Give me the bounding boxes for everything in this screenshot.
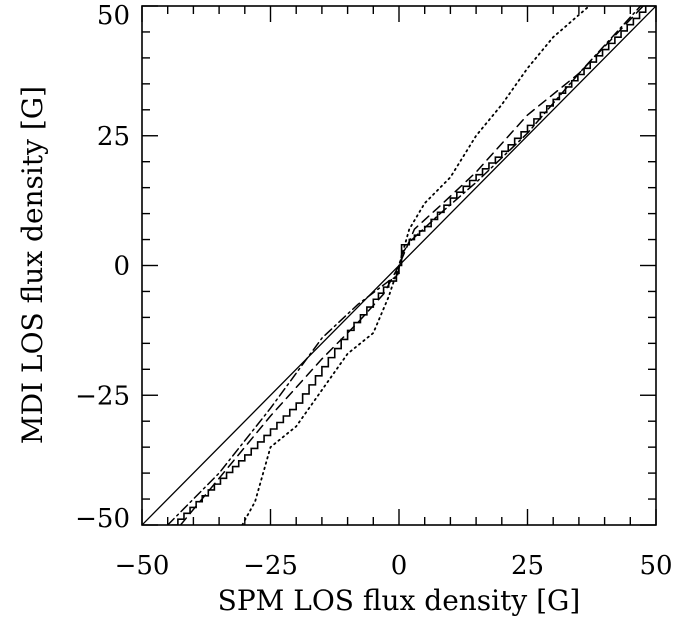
series-line-solid-step (171, 6, 647, 525)
series-line-dashed (179, 6, 644, 525)
x-tick-label: −25 (243, 551, 298, 581)
y-tick-label: 0 (113, 252, 130, 282)
series-line-dotted (241, 6, 591, 525)
x-axis-label: SPM LOS flux density [G] (218, 584, 581, 617)
x-tick-label: 25 (511, 551, 544, 581)
y-tick-label: −25 (75, 381, 130, 411)
y-tick-label: 50 (97, 1, 130, 31)
y-tick-label: −50 (75, 504, 130, 534)
ticks-layer (141, 5, 657, 526)
x-tick-label: −50 (115, 551, 170, 581)
x-tick-label: 0 (391, 551, 408, 581)
x-tick-label: 50 (639, 551, 672, 581)
y-axis-label: MDI LOS flux density [G] (16, 86, 49, 444)
y-tick-label: 25 (97, 122, 130, 152)
tick-labels-layer: −50 −25 0 25 50 −50 −25 0 25 50 (75, 1, 672, 581)
series-line-dash-dot (166, 6, 642, 525)
series-layer (142, 6, 656, 525)
